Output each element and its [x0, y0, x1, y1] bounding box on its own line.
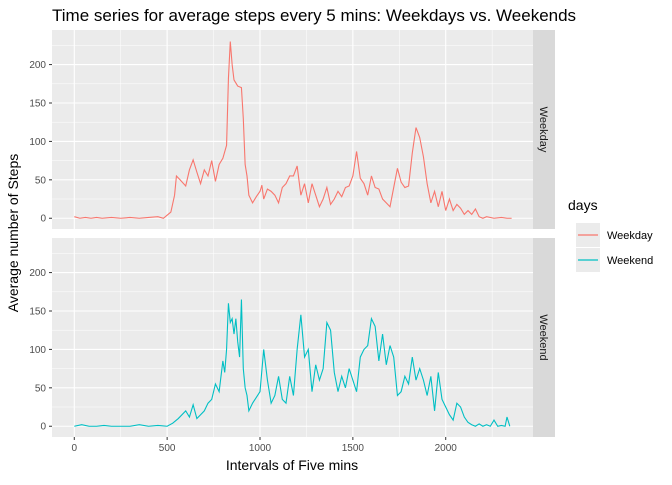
- x-tick-label: 1000: [249, 443, 272, 454]
- x-axis-ticks: 0 500 1000 1500 2000: [72, 437, 458, 454]
- strip-background: [533, 30, 555, 229]
- x-tick-label: 1500: [342, 443, 365, 454]
- minor-gridlines: [52, 238, 533, 437]
- y-tick-label: 200: [29, 268, 46, 279]
- y-tick-label: 150: [29, 306, 46, 317]
- legend-item-weekday: Weekday: [576, 223, 653, 247]
- major-gridlines: [52, 30, 533, 229]
- y-tick-label: 50: [35, 175, 47, 186]
- x-tick-label: 0: [72, 443, 78, 454]
- y-tick-label: 50: [35, 383, 47, 394]
- legend-item-weekend: Weekend: [576, 248, 653, 272]
- strip-background: [533, 238, 555, 437]
- panel-background: [52, 30, 533, 229]
- y-axis-ticks-bottom: 0 50 100 150 200: [29, 268, 52, 433]
- panel-background: [52, 238, 533, 437]
- y-tick-label: 100: [29, 137, 46, 148]
- y-axis-label: Average number of Steps: [5, 154, 21, 313]
- chart-title: Time series for average steps every 5 mi…: [52, 6, 576, 25]
- series-line-weekday: [74, 41, 512, 219]
- legend-label: Weekend: [607, 255, 653, 267]
- y-tick-label: 0: [40, 214, 46, 225]
- y-tick-label: 0: [40, 422, 46, 433]
- facet-panel-weekend: Weekend: [52, 238, 555, 437]
- y-tick-label: 150: [29, 98, 46, 109]
- legend-title: days: [568, 197, 598, 213]
- strip-label-weekend: Weekend: [537, 314, 549, 360]
- x-tick-label: 500: [159, 443, 176, 454]
- y-tick-label: 100: [29, 345, 46, 356]
- facet-panel-weekday: Weekday: [52, 30, 555, 229]
- legend-label: Weekday: [607, 230, 653, 242]
- legend: days Weekday Weekend: [568, 197, 653, 272]
- y-tick-label: 200: [29, 60, 46, 71]
- y-axis-ticks-top: 0 50 100 150 200: [29, 60, 52, 225]
- x-axis-label: Intervals of Five mins: [226, 457, 358, 473]
- x-tick-label: 2000: [435, 443, 458, 454]
- minor-gridlines: [52, 30, 533, 229]
- legend-items: Weekday Weekend: [576, 223, 653, 272]
- series-line-weekend: [74, 299, 511, 427]
- strip-label-weekday: Weekday: [537, 107, 549, 153]
